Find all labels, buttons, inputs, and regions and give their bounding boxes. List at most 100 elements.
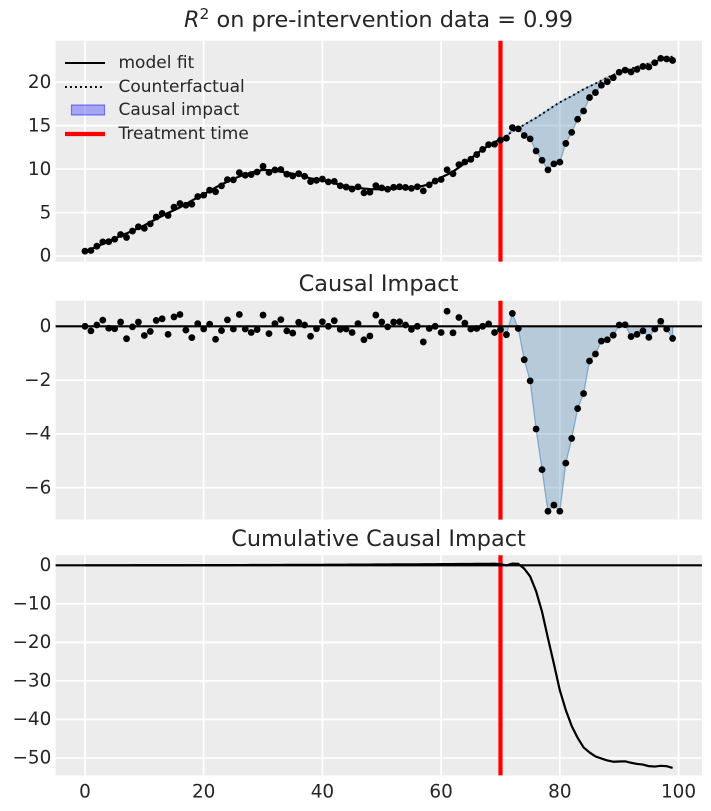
data-point: [330, 317, 338, 325]
counterfactual-line: [499, 55, 673, 140]
data-point: [247, 329, 255, 336]
y-tick-label: −30: [12, 671, 51, 692]
title-cumulative-impact: Cumulative Causal Impact: [231, 525, 526, 552]
x-tick-label: 20: [192, 782, 215, 803]
data-point: [206, 320, 214, 328]
data-point: [443, 166, 451, 174]
data-point: [170, 203, 178, 211]
legend-item-causal-impact: Causal impact: [64, 99, 249, 123]
data-point: [295, 170, 303, 178]
title-math-var: R: [183, 7, 200, 33]
data-point: [479, 322, 487, 330]
data-point: [140, 224, 148, 232]
data-point: [425, 181, 433, 189]
title-causal-impact: Causal Impact: [298, 270, 459, 297]
data-point: [431, 177, 439, 185]
data-point: [651, 325, 659, 333]
data-point: [123, 234, 130, 241]
data-point: [366, 188, 374, 196]
data-point: [229, 325, 237, 333]
data-point: [194, 320, 202, 328]
x-tick-label: 0: [79, 782, 91, 803]
data-point: [651, 59, 659, 67]
data-point: [609, 74, 617, 82]
data-point: [473, 151, 481, 158]
data-point: [615, 68, 623, 76]
data-point: [467, 325, 475, 333]
data-point: [224, 176, 231, 183]
data-point: [443, 307, 451, 315]
data-point: [301, 321, 309, 329]
data-point: [520, 132, 528, 139]
data-point: [402, 321, 409, 329]
data-point: [188, 200, 196, 208]
data-point: [289, 172, 297, 180]
data-point: [526, 377, 534, 385]
y-tick-label: −6: [24, 477, 51, 498]
y-tick-label: 15: [28, 115, 51, 136]
data-point: [425, 325, 433, 332]
panel-model-fit: 0 5 10 15 20: [28, 40, 703, 267]
data-point: [508, 124, 516, 131]
impact-patch-icon: [64, 104, 106, 117]
data-point: [455, 314, 463, 321]
legend-item-counterfactual: Counterfactual: [64, 75, 249, 99]
data-point: [307, 332, 314, 340]
data-point: [627, 68, 635, 76]
model-fit-line-icon: [64, 60, 106, 66]
panel-causal-impact: 0 −2 −4 −6: [24, 300, 703, 520]
data-point: [152, 213, 160, 221]
data-point: [556, 507, 564, 515]
data-point: [313, 325, 320, 333]
data-point: [639, 63, 647, 70]
data-point: [105, 324, 113, 332]
data-point: [354, 320, 362, 328]
data-point: [663, 325, 671, 333]
data-point: [81, 322, 89, 330]
data-point: [301, 172, 309, 180]
data-point: [129, 323, 136, 331]
data-point: [544, 507, 552, 515]
data-point: [265, 169, 273, 176]
data-point: [603, 336, 611, 344]
data-point: [396, 318, 403, 326]
legend-label: Treatment time: [118, 123, 249, 144]
data-point: [182, 201, 190, 209]
title-math-exponent: 2: [199, 5, 210, 23]
data-point: [609, 331, 617, 339]
data-point: [568, 435, 576, 442]
data-point: [182, 326, 190, 334]
data-point: [532, 425, 540, 433]
data-point: [111, 325, 119, 333]
data-point: [146, 220, 154, 228]
data-point: [562, 459, 570, 467]
data-point: [503, 331, 510, 339]
y-tick-label: 0: [40, 316, 52, 337]
legend-item-treatment-time: Treatment time: [64, 122, 249, 146]
data-point: [259, 311, 267, 319]
data-point: [657, 54, 665, 62]
data-point: [586, 357, 593, 365]
data-point: [384, 185, 392, 193]
data-point: [342, 183, 350, 191]
plot-area: [55, 555, 703, 776]
data-point: [639, 327, 647, 335]
data-point: [283, 327, 291, 335]
data-point: [93, 321, 101, 329]
data-point: [390, 183, 398, 191]
data-point: [87, 247, 95, 254]
data-point: [669, 335, 677, 342]
data-point: [235, 311, 243, 318]
data-point: [621, 66, 629, 74]
data-point: [556, 158, 564, 166]
data-point: [532, 147, 540, 155]
data-point: [597, 81, 605, 89]
data-point: [574, 405, 582, 412]
data-point: [324, 322, 332, 330]
data-point: [81, 247, 89, 255]
data-point: [372, 182, 380, 189]
data-point: [158, 315, 166, 323]
data-point: [550, 160, 558, 168]
data-point: [330, 178, 338, 185]
data-point: [449, 170, 457, 178]
